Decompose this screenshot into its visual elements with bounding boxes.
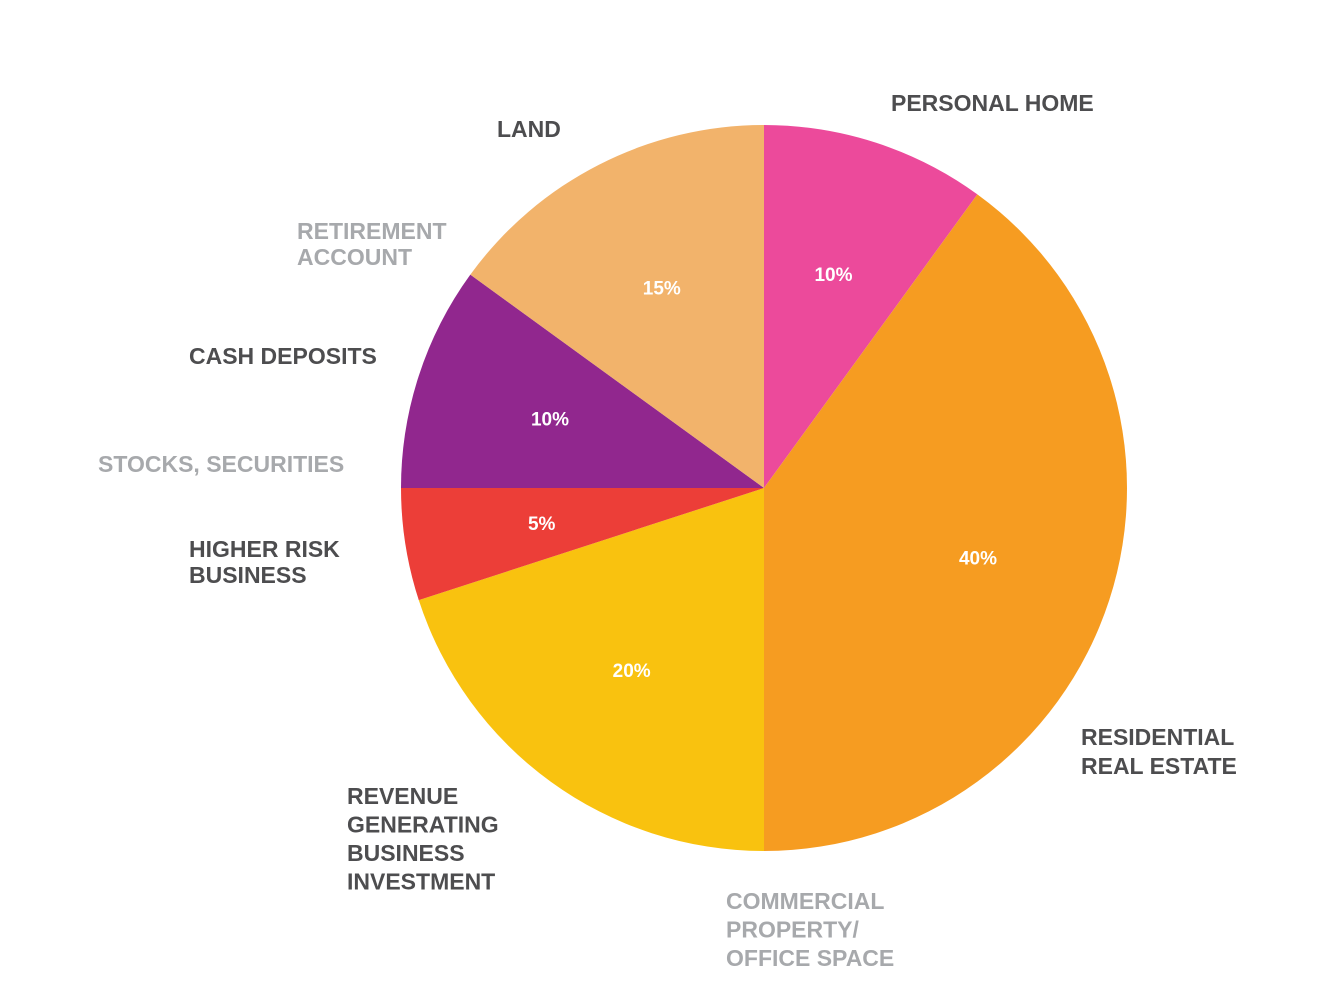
category-label-personal-home: PERSONAL HOME [891, 90, 1094, 116]
category-label-commercial-property-office-space: COMMERCIAL PROPERTY/OFFICE SPACE [726, 888, 894, 971]
category-label-line: RESIDENTIAL [1081, 724, 1234, 750]
category-label-land: LAND [497, 116, 561, 142]
slice-value-label-higher-risk-business: 5% [528, 514, 556, 535]
slice-value-label-residential-real-estate: 40% [959, 549, 997, 570]
category-label-line: PROPERTY/ [726, 917, 860, 943]
category-label-line: RETIREMENT [297, 218, 447, 244]
category-label-line: STOCKS, SECURITIES [98, 451, 344, 477]
slice-value-label-personal-home: 10% [814, 265, 852, 286]
category-label-line: OFFICE SPACE [726, 945, 894, 971]
category-label-line: ACCOUNT [297, 244, 412, 270]
category-label-line: LAND [497, 116, 561, 142]
slice-value-label-revenue-generating-business-investment: 20% [613, 661, 651, 682]
category-label-cash-deposits: CASH DEPOSITS [189, 343, 377, 369]
pie-slice-residential-real-estate [764, 194, 1127, 851]
category-label-line: REAL ESTATE [1081, 753, 1237, 779]
category-label-line: BUSINESS [189, 562, 307, 588]
slice-value-label-land: 15% [643, 279, 681, 300]
pie-slices [401, 125, 1127, 851]
pie-slice-land [470, 125, 764, 488]
pie-slice-higher-risk-business [401, 488, 764, 601]
category-label-stocks-securities: STOCKS, SECURITIES [98, 451, 344, 477]
category-label-line: CASH DEPOSITS [189, 343, 377, 369]
category-label-retirement-account: RETIREMENT ACCOUNT [297, 218, 447, 270]
category-label-revenue-generating-business-investment: REVENUE GENERATING BUSINESS INVESTMENT [347, 783, 499, 895]
category-labels: PERSONAL HOME LAND RETIREMENT ACCOUNT CASH D… [98, 90, 1237, 971]
category-label-higher-risk-business: HIGHER RISK BUSINESS [189, 536, 340, 588]
category-label-line: HIGHER RISK [189, 536, 340, 562]
pie-slice-cash-deposits [401, 274, 764, 488]
pie-value-labels: 10% 40% 20% 5% 10% 15% [528, 265, 997, 682]
pie-slice-personal-home [764, 125, 978, 488]
category-label-residential-real-estate: RESIDENTIAL REAL ESTATE [1081, 724, 1237, 779]
category-label-line: PERSONAL HOME [891, 90, 1094, 116]
pie-slice-revenue-generating-business-investment [418, 488, 764, 851]
category-label-line: BUSINESS [347, 840, 465, 866]
category-label-line: INVESTMENT [347, 869, 495, 895]
slice-value-label-cash-deposits: 10% [531, 410, 569, 431]
category-label-line: GENERATING [347, 812, 499, 838]
category-label-line: REVENUE [347, 783, 458, 809]
category-label-line: COMMERCIAL [726, 888, 884, 914]
